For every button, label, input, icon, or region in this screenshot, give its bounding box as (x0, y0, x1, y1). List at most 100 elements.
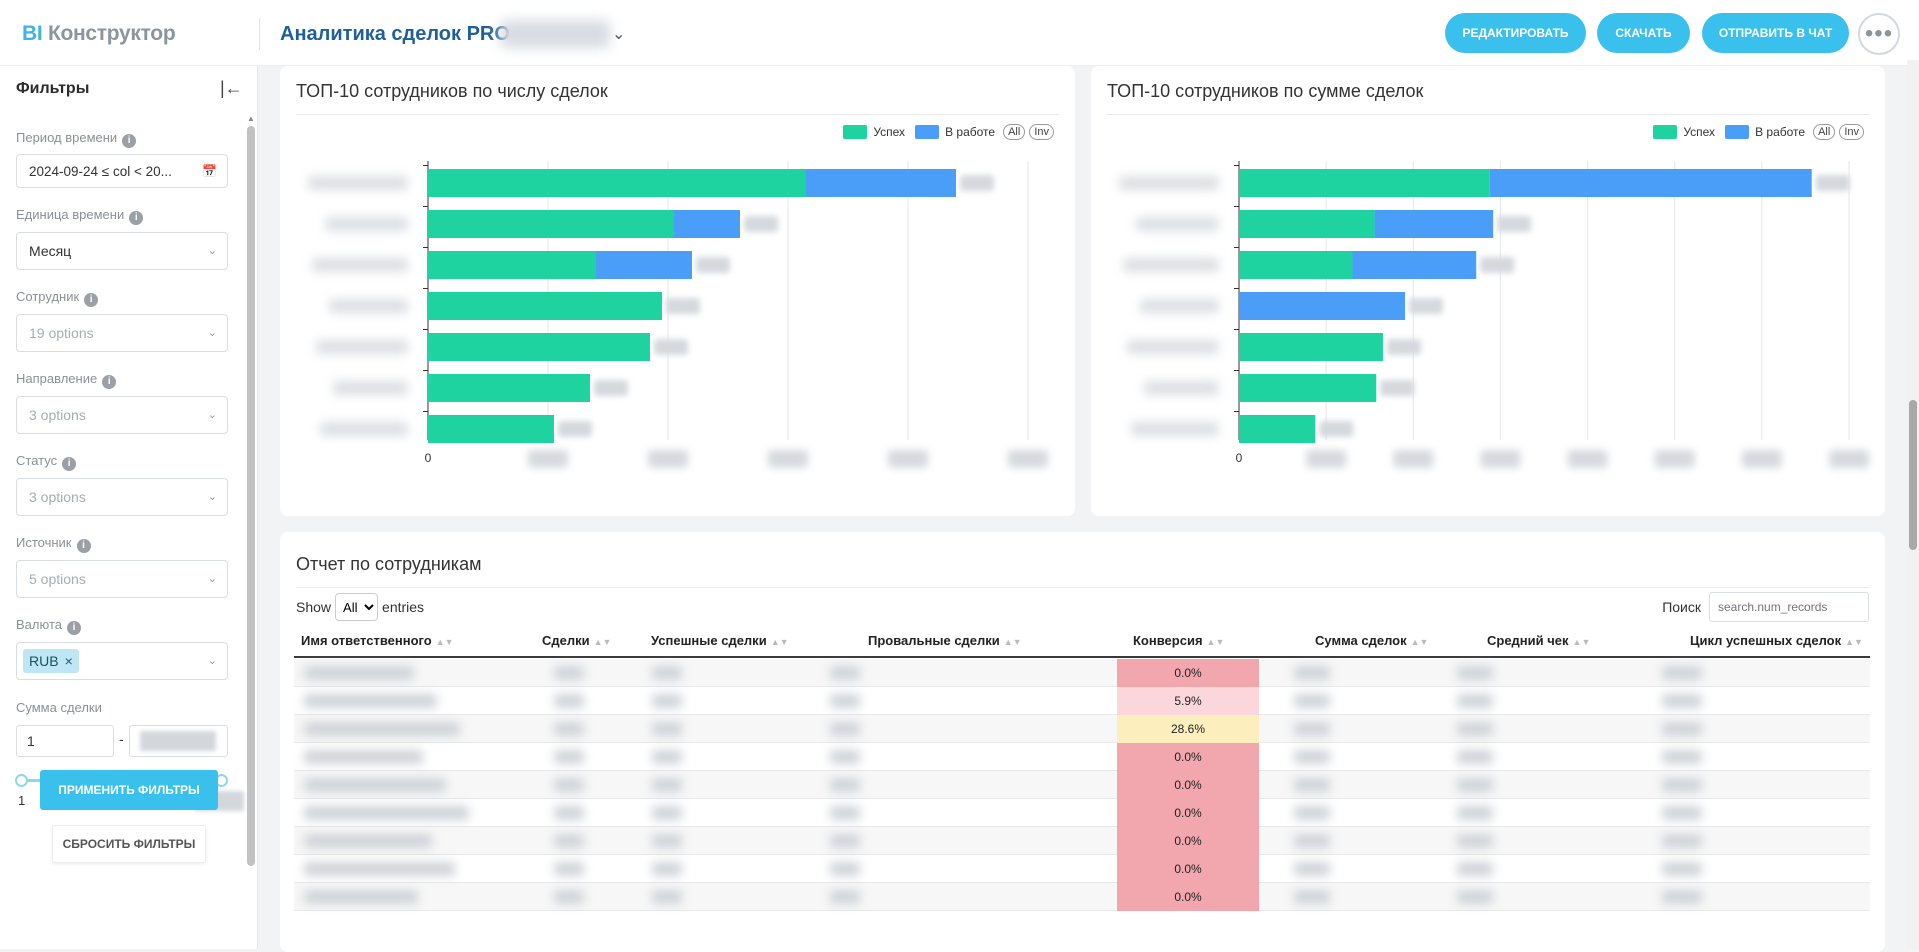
legend-label-in-work[interactable]: В работе (945, 125, 996, 139)
bar-chart-deal-count: 0 (308, 161, 1048, 468)
period-input[interactable]: 2024-09-24 ≤ col < 20... 📅 (16, 154, 228, 188)
data-label-redacted (960, 175, 994, 191)
category-label-redacted (1144, 381, 1219, 395)
direction-label: Направление i (16, 371, 117, 389)
sidebar-scrollbar[interactable] (247, 126, 255, 866)
slider-min-label: 1 (18, 793, 26, 808)
show-label: Show (296, 599, 332, 615)
redacted-cell (1457, 806, 1493, 820)
title-redacted (500, 20, 610, 48)
direction-select[interactable]: 3 options ⌄ (16, 396, 228, 434)
legend-swatch-in-work[interactable] (915, 125, 940, 139)
employee-report-panel: Отчет по сотрудникам Show All entries По… (280, 532, 1885, 952)
legend-label-in-work[interactable]: В работе (1755, 125, 1806, 139)
category-label-redacted (1127, 340, 1219, 354)
column-header[interactable]: Сделки ▲▼ (542, 633, 612, 648)
legend-all-toggle[interactable]: All (1003, 124, 1026, 140)
table-row[interactable]: 0.0% (294, 799, 1870, 827)
table-row[interactable]: 0.0% (294, 771, 1870, 799)
entries-label: entries (382, 599, 425, 615)
legend-invert-toggle[interactable]: Inv (1839, 124, 1864, 140)
collapse-sidebar-icon[interactable]: |← (220, 78, 243, 98)
sort-icon: ▲▼ (770, 637, 789, 647)
status-select[interactable]: 3 options ⌄ (16, 478, 228, 516)
redacted-cell (652, 694, 682, 708)
chevron-down-icon: ⌄ (207, 409, 217, 421)
table-row[interactable]: 0.0% (294, 855, 1870, 883)
column-header[interactable]: Имя ответственного ▲▼ (301, 633, 454, 648)
deal-sum-max-input[interactable] (129, 725, 228, 757)
period-label: Период времени i (16, 130, 137, 148)
column-header[interactable]: Цикл успешных сделок ▲▼ (1690, 633, 1863, 648)
redacted-cell (830, 806, 860, 820)
data-label-redacted (1409, 298, 1444, 314)
redacted-cell (1662, 834, 1702, 848)
legend-invert-toggle[interactable]: Inv (1029, 124, 1054, 140)
legend-swatch-success[interactable] (1653, 125, 1678, 139)
table-row[interactable]: 28.6% (294, 715, 1870, 743)
employee-select[interactable]: 19 options ⌄ (16, 314, 228, 352)
table-row[interactable]: 0.0% (294, 743, 1870, 771)
send-to-chat-button[interactable]: ОТПРАВИТЬ В ЧАТ (1702, 13, 1849, 53)
category-label-redacted (320, 422, 408, 436)
chevron-down-icon[interactable]: ⌄ (612, 26, 626, 43)
currency-select[interactable]: RUB × ⌄ (16, 642, 228, 680)
entries-select[interactable]: All (335, 593, 379, 621)
slider-min-handle[interactable] (15, 774, 28, 787)
source-label: Источник i (16, 535, 91, 553)
category-label-redacted (1136, 217, 1219, 231)
column-header[interactable]: Конверсия ▲▼ (1133, 633, 1225, 648)
deal-sum-min-input[interactable]: 1 (16, 725, 114, 757)
redacted-cell (1294, 666, 1330, 680)
legend-all-toggle[interactable]: All (1813, 124, 1836, 140)
source-select[interactable]: 5 options ⌄ (16, 560, 228, 598)
remove-tag-icon[interactable]: × (64, 653, 73, 669)
page-scrollbar-thumb[interactable] (1909, 400, 1917, 550)
table-row[interactable]: 0.0% (294, 827, 1870, 855)
redacted-cell (652, 890, 682, 904)
category-label-redacted (1123, 258, 1219, 272)
legend-label-success[interactable]: Успех (1683, 125, 1716, 139)
redacted-cell (1457, 834, 1493, 848)
redacted-cell (304, 778, 446, 792)
top-header: BI Конструктор Аналитика сделок PRO ⌄ РЕ… (0, 0, 1919, 66)
legend-label-success[interactable]: Успех (873, 125, 906, 139)
time-unit-select[interactable]: Месяц ⌄ (16, 232, 228, 270)
redacted-cell (554, 890, 584, 904)
redacted-value (140, 731, 216, 751)
more-horizontal-icon[interactable]: ••• (1858, 13, 1900, 55)
table-row[interactable]: 0.0% (294, 659, 1870, 687)
currency-label: Валюта i (16, 617, 81, 635)
column-header[interactable]: Средний чек ▲▼ (1487, 633, 1591, 648)
download-button[interactable]: СКАЧАТЬ (1597, 13, 1690, 53)
column-header[interactable]: Успешные сделки ▲▼ (651, 633, 789, 648)
reset-filters-button[interactable]: СБРОСИТЬ ФИЛЬТРЫ (52, 825, 206, 863)
conversion-cell: 0.0% (1117, 743, 1259, 771)
apply-filters-button[interactable]: ПРИМЕНИТЬ ФИЛЬТРЫ (40, 770, 218, 810)
redacted-cell (304, 722, 460, 736)
legend-swatch-success[interactable] (843, 125, 868, 139)
search-label: Поиск (1662, 599, 1701, 615)
bar-success (428, 374, 590, 402)
sort-icon: ▲▼ (435, 637, 454, 647)
chevron-down-icon: ⌄ (207, 655, 217, 667)
table-row[interactable]: 0.0% (294, 883, 1870, 911)
column-header[interactable]: Сумма сделок ▲▼ (1315, 633, 1429, 648)
redacted-cell (830, 666, 860, 680)
redacted-cell (304, 750, 423, 764)
conversion-cell: 0.0% (1117, 799, 1259, 827)
conversion-cell: 0.0% (1117, 883, 1259, 911)
dashboard-title[interactable]: Аналитика сделок PRO (280, 23, 510, 45)
chart-panel-deal-sum: ТОП-10 сотрудников по сумме сделок Успех… (1091, 66, 1885, 516)
table-row[interactable]: 5.9% (294, 687, 1870, 715)
edit-button[interactable]: РЕДАКТИРОВАТЬ (1445, 13, 1586, 53)
redacted-cell (554, 694, 584, 708)
info-icon: i (102, 374, 117, 389)
redacted-cell (830, 694, 860, 708)
app-logo[interactable]: BI Конструктор (22, 22, 176, 45)
info-icon: i (84, 292, 99, 307)
column-header[interactable]: Провальные сделки ▲▼ (868, 633, 1022, 648)
search-input[interactable] (1709, 592, 1869, 622)
legend-swatch-in-work[interactable] (1725, 125, 1750, 139)
scroll-up-icon[interactable]: ▲ (247, 114, 255, 123)
